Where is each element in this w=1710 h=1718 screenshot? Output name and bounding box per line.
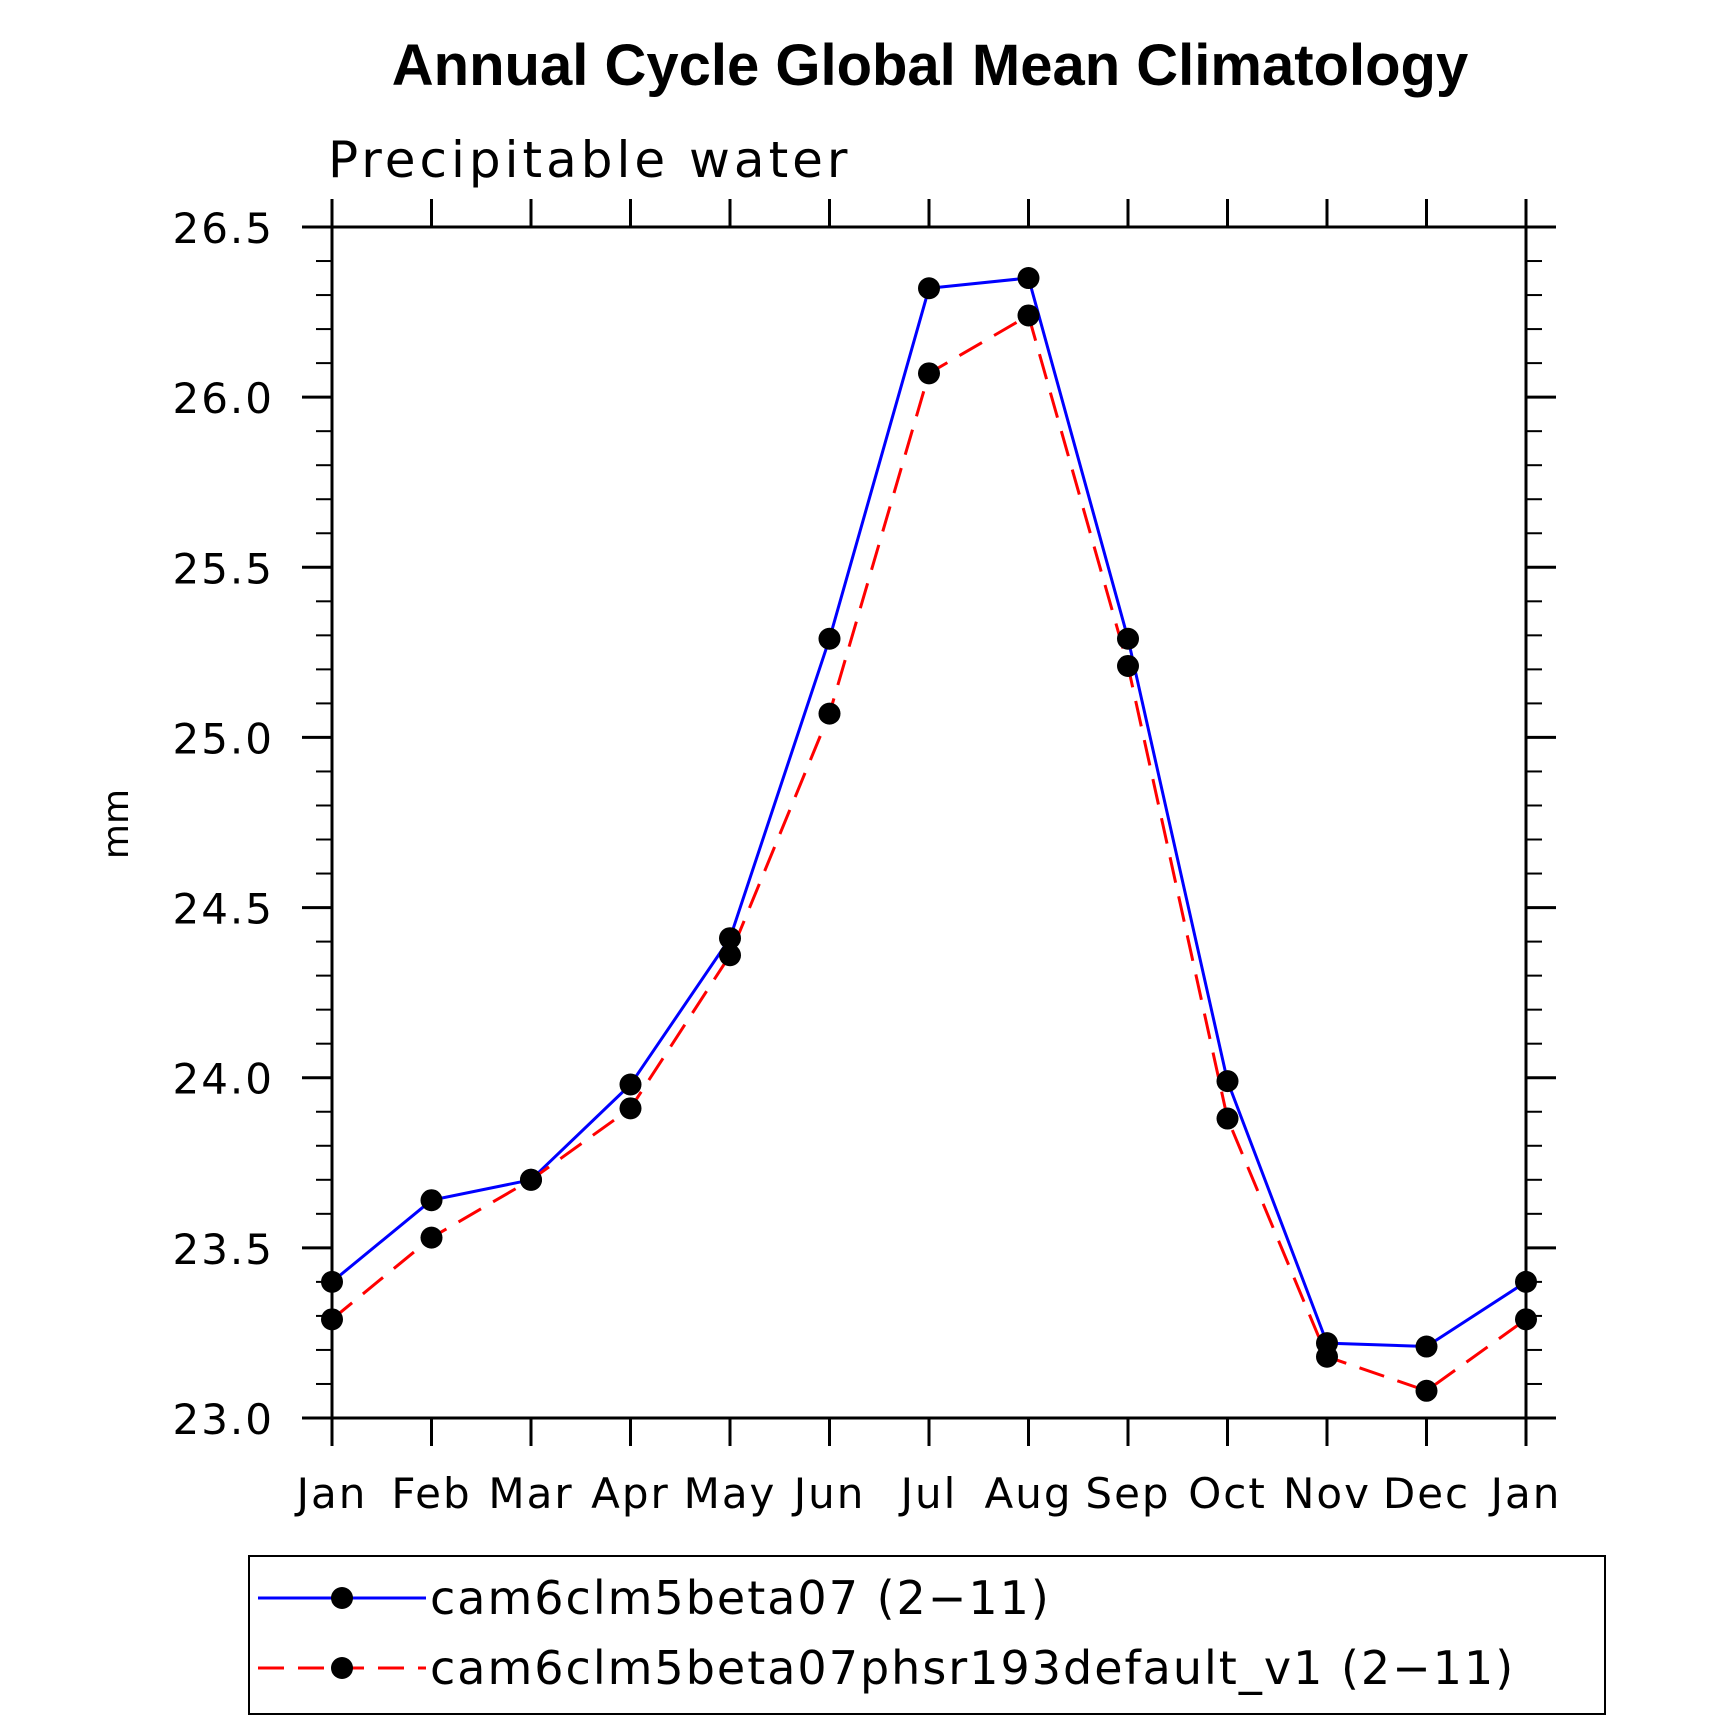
series-1-point (420, 1189, 443, 1212)
series-1-point (1216, 1070, 1239, 1093)
chart-title: Annual Cycle Global Mean Climatology (392, 33, 1468, 98)
series-2-point (619, 1097, 642, 1120)
series-2-point (520, 1168, 542, 1191)
y-tick-label: 26.5 (172, 204, 274, 253)
x-tick-label: Jul (898, 1469, 958, 1518)
x-tick-label: Feb (391, 1469, 471, 1518)
series-2-point (1216, 1107, 1239, 1130)
legend-marker-1 (331, 1587, 353, 1609)
series-line-2 (331, 313, 1527, 1393)
x-tick-label: Jan (294, 1469, 368, 1518)
series-2-point (321, 1308, 343, 1331)
x-tick-label: Aug (984, 1469, 1072, 1518)
y-tick-label: 23.0 (172, 1395, 274, 1444)
series-2-point (1415, 1379, 1438, 1402)
plot-frame (330, 225, 1528, 1420)
legend: cam6clm5beta07 (2−11) cam6clm5beta07phsr1… (258, 1571, 1515, 1695)
series-2-point (1017, 304, 1040, 327)
x-tick-label: May (684, 1469, 777, 1518)
legend-marker-2 (331, 1657, 353, 1679)
x-tick-label: Jan (1488, 1469, 1562, 1518)
y-tick-labels: 23.0 23.5 24.0 24.5 25.0 25.5 26.0 26.5 (172, 204, 274, 1444)
y-tick-label: 25.5 (172, 544, 274, 593)
series-2-point (818, 702, 841, 725)
series-lines (331, 276, 1527, 1393)
x-tick-label: Apr (591, 1469, 670, 1518)
x-tick-label: Jun (791, 1469, 866, 1518)
y-tick-label: 26.0 (172, 374, 274, 423)
legend-label-2: cam6clm5beta07phsr193default_v1 (2−11) (430, 1641, 1515, 1695)
x-tick-label: Nov (1283, 1469, 1371, 1518)
series-line-1 (331, 276, 1527, 1349)
series-points (321, 267, 1537, 1402)
series-1-point (1117, 627, 1139, 650)
chart-subtitle: Precipitable water (328, 131, 852, 189)
series-1-point (1515, 1270, 1537, 1293)
x-tick-labels: Jan Feb Mar Apr May Jun Jul Aug Sep Oct Nov Dec Jan (294, 1469, 1562, 1518)
series-2-point (719, 944, 741, 967)
y-tick-label: 24.5 (172, 885, 274, 934)
series-2-point (420, 1226, 443, 1249)
x-tick-label: Sep (1085, 1469, 1170, 1518)
x-tick-label: Oct (1188, 1469, 1267, 1518)
y-tick-label: 24.0 (172, 1055, 274, 1104)
series-2-point (1316, 1345, 1338, 1368)
legend-label-1: cam6clm5beta07 (2−11) (430, 1571, 1051, 1625)
y-tick-label: 25.0 (172, 714, 274, 763)
x-tick-label: Mar (488, 1469, 573, 1518)
y-tick-label: 23.5 (172, 1225, 274, 1274)
x-tick-label: Dec (1383, 1469, 1470, 1518)
series-1-point (719, 927, 741, 950)
series-2-point (1515, 1308, 1537, 1331)
axis-ticks (302, 199, 1556, 1446)
series-1-point (1017, 267, 1040, 290)
series-1-point (321, 1270, 343, 1293)
series-1-point (818, 627, 841, 650)
series-1-point (1415, 1335, 1438, 1358)
series-2-point (1117, 654, 1139, 677)
series-2-point (918, 362, 940, 385)
series-1-point (918, 277, 940, 300)
y-axis-label: mm (96, 789, 137, 859)
legend-box (248, 1555, 1606, 1715)
series-1-point (619, 1073, 642, 1096)
